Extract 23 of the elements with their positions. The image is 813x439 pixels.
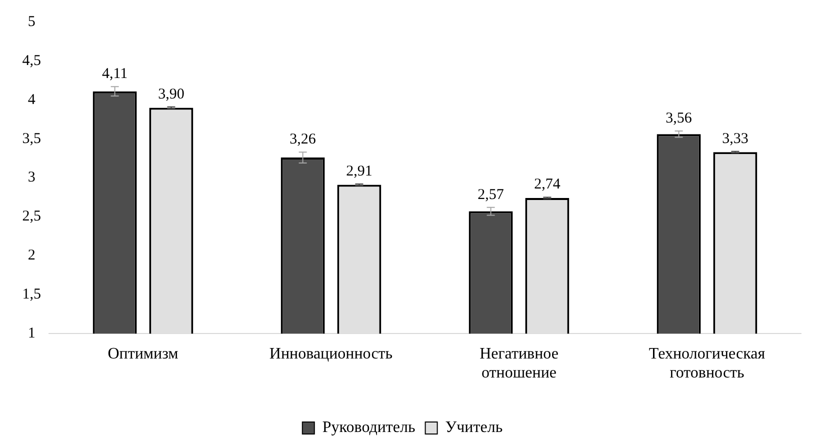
data-label: 2,57 <box>478 186 504 203</box>
data-label: 3,26 <box>290 132 316 148</box>
y-tick-label: 2 <box>28 248 36 264</box>
data-label: 3,90 <box>158 86 184 102</box>
data-label: 3,33 <box>722 130 748 147</box>
y-tick-label: 5 <box>28 14 36 30</box>
x-tick-label: Инновационность <box>269 345 393 362</box>
legend-label: Руководитель <box>322 419 416 436</box>
y-tick-label: 4 <box>28 92 36 108</box>
y-tick-label: 1,5 <box>22 286 41 303</box>
x-tick-label: Оптимизм <box>108 345 178 362</box>
legend-label: Учитель <box>445 419 503 436</box>
x-tick-label: Негативное отношение <box>480 345 558 382</box>
x-tick-label: Технологическая готовность <box>648 345 766 382</box>
y-tick-label: 3,5 <box>22 130 41 147</box>
data-label: 2,91 <box>346 163 372 180</box>
y-tick-label: 2,5 <box>22 208 41 225</box>
data-label: 2,74 <box>534 176 561 193</box>
data-label: 3,56 <box>666 110 692 126</box>
data-label: 4,11 <box>102 66 128 82</box>
y-tick-label: 3 <box>28 170 36 186</box>
y-tick-label: 4,5 <box>22 52 41 69</box>
y-tick-label: 1 <box>28 326 36 342</box>
